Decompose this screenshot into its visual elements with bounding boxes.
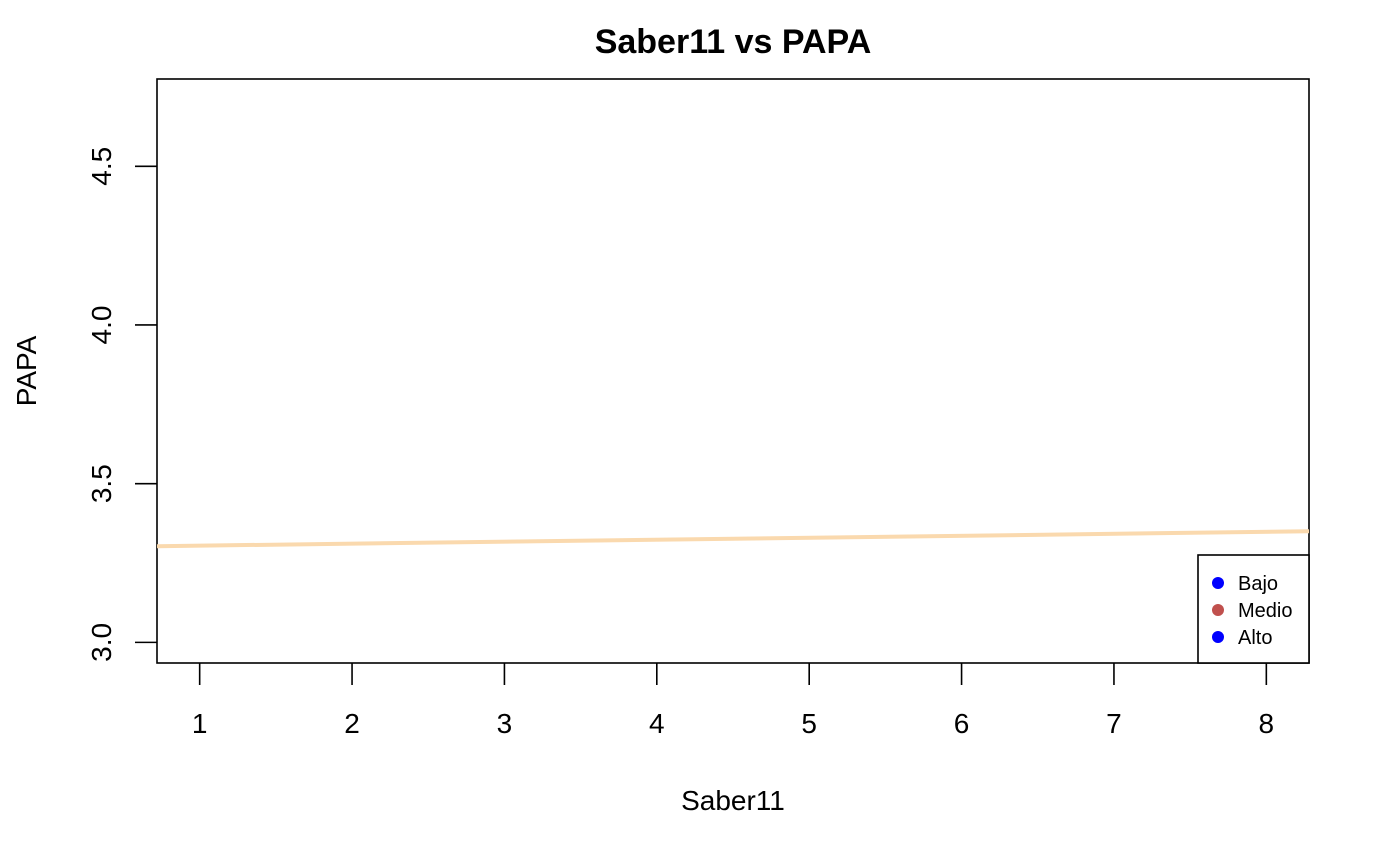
- y-axis: 3.0 3.5 4.0 4.5: [86, 147, 157, 662]
- legend-marker-medio: [1212, 604, 1224, 616]
- x-axis: 1 2 3 4 5 6 7 8: [192, 663, 1274, 739]
- y-tick-label: 3.0: [86, 623, 117, 662]
- y-tick-label: 4.5: [86, 147, 117, 186]
- chart-title: Saber11 vs PAPA: [595, 23, 872, 61]
- legend: Bajo Medio Alto: [1197, 554, 1310, 664]
- y-tick-label: 3.5: [86, 464, 117, 503]
- y-axis-label: PAPA: [11, 335, 42, 406]
- x-tick-label: 3: [497, 708, 513, 739]
- x-tick-label: 5: [801, 708, 817, 739]
- legend-marker-alto: [1212, 631, 1224, 643]
- legend-label-alto: Alto: [1238, 627, 1272, 649]
- regression-line: [156, 529, 1310, 549]
- legend-label-medio: Medio: [1238, 600, 1292, 622]
- y-tick-label: 4.0: [86, 306, 117, 345]
- x-tick-label: 4: [649, 708, 665, 739]
- x-tick-label: 8: [1259, 708, 1275, 739]
- x-tick-label: 2: [344, 708, 360, 739]
- legend-label-bajo: Bajo: [1238, 573, 1278, 595]
- regression-layer: [156, 529, 1310, 549]
- x-tick-label: 6: [954, 708, 970, 739]
- legend-marker-bajo: [1212, 577, 1224, 589]
- x-axis-label: Saber11: [681, 785, 785, 816]
- x-tick-label: 7: [1106, 708, 1122, 739]
- x-tick-label: 1: [192, 708, 208, 739]
- plot-frame: [156, 78, 1310, 664]
